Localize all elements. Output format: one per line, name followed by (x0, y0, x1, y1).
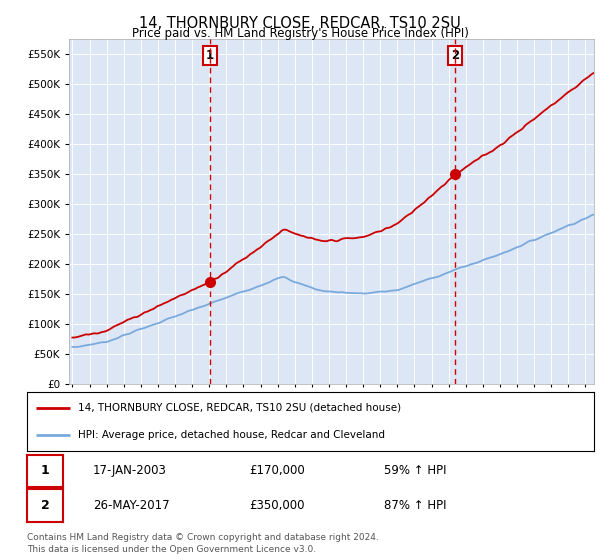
Text: 26-MAY-2017: 26-MAY-2017 (93, 499, 170, 512)
Text: 14, THORNBURY CLOSE, REDCAR, TS10 2SU (detached house): 14, THORNBURY CLOSE, REDCAR, TS10 2SU (d… (78, 403, 401, 413)
Text: 1: 1 (206, 49, 214, 62)
Text: £170,000: £170,000 (249, 464, 305, 477)
Text: 87% ↑ HPI: 87% ↑ HPI (384, 499, 446, 512)
Text: 1: 1 (41, 464, 49, 478)
Text: 2: 2 (41, 499, 49, 512)
Text: £350,000: £350,000 (249, 499, 305, 512)
Text: 17-JAN-2003: 17-JAN-2003 (93, 464, 167, 477)
Text: 2: 2 (451, 49, 460, 62)
Text: Price paid vs. HM Land Registry's House Price Index (HPI): Price paid vs. HM Land Registry's House … (131, 27, 469, 40)
Text: HPI: Average price, detached house, Redcar and Cleveland: HPI: Average price, detached house, Redc… (78, 430, 385, 440)
Text: 59% ↑ HPI: 59% ↑ HPI (384, 464, 446, 477)
Text: Contains HM Land Registry data © Crown copyright and database right 2024.
This d: Contains HM Land Registry data © Crown c… (27, 533, 379, 554)
Text: 14, THORNBURY CLOSE, REDCAR, TS10 2SU: 14, THORNBURY CLOSE, REDCAR, TS10 2SU (139, 16, 461, 31)
